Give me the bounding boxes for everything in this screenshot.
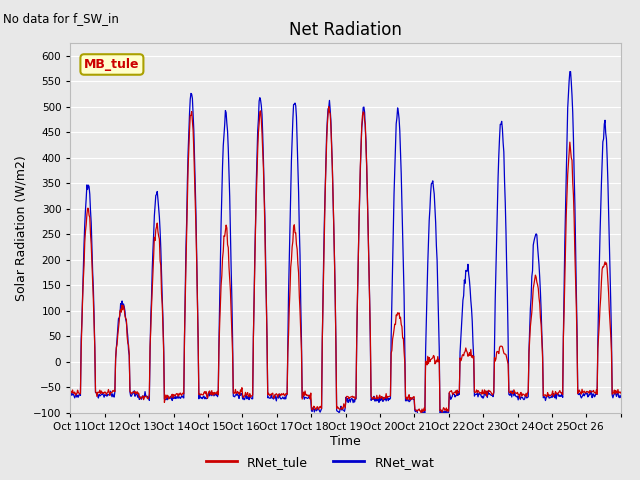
RNet_wat xyxy=(260,157,268,163)
RNet_tule xyxy=(435,359,442,365)
Legend: RNet_tule, RNet_wat: RNet_tule, RNet_wat xyxy=(201,451,439,474)
RNet_wat xyxy=(67,392,74,398)
Title: Net Radiation: Net Radiation xyxy=(289,21,402,39)
RNet_wat xyxy=(131,394,139,399)
RNet_wat xyxy=(567,69,575,74)
RNet_tule xyxy=(617,390,625,396)
Line: RNet_wat: RNet_wat xyxy=(70,72,621,417)
Line: RNet_tule: RNet_tule xyxy=(70,107,621,413)
RNet_tule xyxy=(280,393,288,398)
RNet_wat xyxy=(617,395,625,400)
Text: No data for f_SW_in: No data for f_SW_in xyxy=(3,12,119,25)
RNet_tule xyxy=(232,391,240,396)
RNet_tule xyxy=(325,104,333,109)
RNet_wat xyxy=(417,414,424,420)
RNet_tule xyxy=(67,389,74,395)
RNet_tule xyxy=(260,166,268,171)
Text: MB_tule: MB_tule xyxy=(84,58,140,71)
RNet_wat xyxy=(280,396,288,402)
RNet_tule xyxy=(417,410,425,416)
RNet_tule xyxy=(403,394,411,400)
RNet_wat xyxy=(434,288,442,293)
RNet_wat xyxy=(403,396,410,402)
RNet_wat xyxy=(232,392,240,397)
X-axis label: Time: Time xyxy=(330,434,361,448)
RNet_tule xyxy=(131,389,139,395)
Y-axis label: Solar Radiation (W/m2): Solar Radiation (W/m2) xyxy=(15,155,28,301)
